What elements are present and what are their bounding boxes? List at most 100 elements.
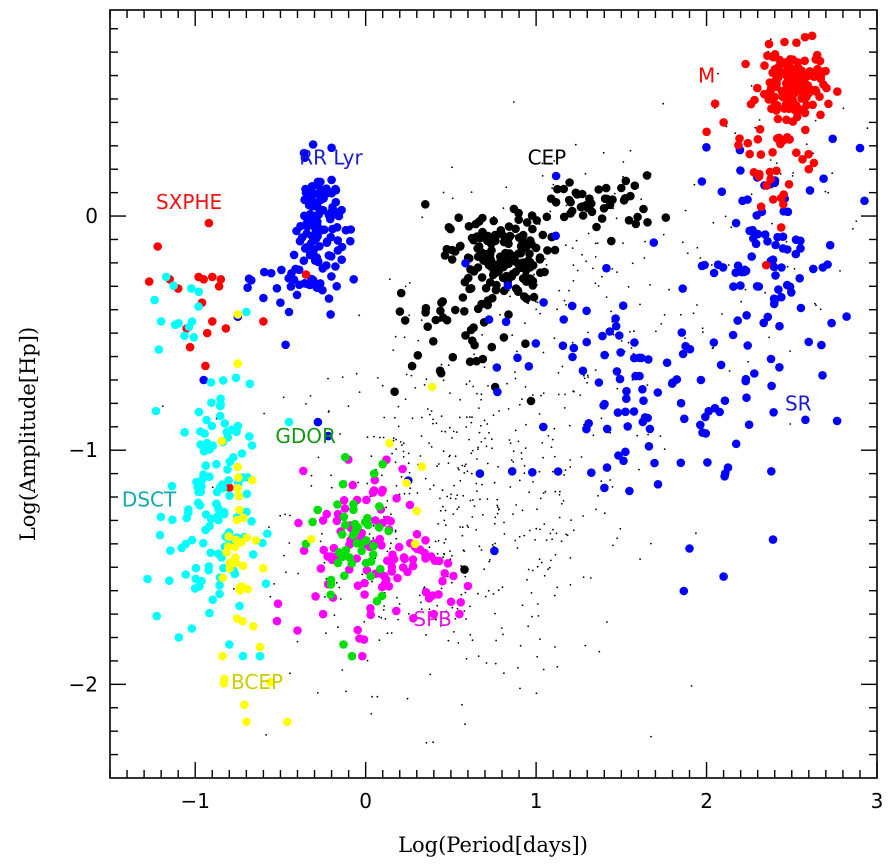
sr-point: [678, 349, 688, 359]
cep-point: [643, 218, 652, 227]
sr-point: [503, 281, 513, 290]
other-point: [408, 492, 411, 495]
m-point: [702, 127, 711, 137]
sr-point: [630, 353, 639, 363]
other-point: [370, 713, 373, 715]
other-point: [509, 295, 511, 298]
other-point: [402, 442, 405, 445]
other-point: [560, 502, 563, 505]
m-point: [773, 114, 783, 124]
rr-lyr-point: [314, 210, 324, 219]
other-point: [547, 434, 550, 437]
other-point: [660, 323, 663, 325]
spb-point: [449, 571, 458, 581]
other-point: [563, 407, 566, 409]
other-point: [764, 291, 766, 294]
bcep-point: [233, 462, 242, 472]
other-point: [592, 267, 594, 270]
sr-point: [718, 263, 728, 272]
other-point: [747, 360, 750, 363]
other-point: [476, 458, 478, 460]
class-label-gdor: GDOR: [275, 424, 336, 448]
other-point: [428, 442, 430, 444]
other-point: [524, 322, 526, 325]
other-point: [536, 301, 539, 304]
sr-point: [501, 317, 511, 327]
dsct-point: [233, 421, 243, 431]
other-point: [569, 466, 572, 468]
bcep-point: [220, 674, 229, 684]
m-point: [772, 79, 781, 88]
sr-point: [766, 354, 776, 364]
m-point: [746, 99, 756, 109]
other-point: [569, 557, 572, 559]
other-point: [447, 364, 450, 366]
sr-point: [827, 318, 836, 328]
sr-point: [619, 456, 628, 466]
dsct-point: [202, 415, 211, 425]
gdor-point: [334, 548, 344, 557]
cep-point: [621, 176, 631, 186]
other-point: [636, 434, 639, 437]
other-point: [430, 446, 433, 448]
other-point: [341, 669, 344, 671]
m-point: [779, 200, 788, 209]
cep-point: [565, 178, 574, 187]
cep-point: [454, 213, 464, 222]
bcep-point: [258, 564, 268, 573]
sr-point: [752, 282, 762, 291]
gdor-point: [340, 452, 350, 462]
dsct-point: [284, 417, 294, 427]
other-point: [531, 615, 533, 618]
other-point: [357, 481, 359, 484]
sr-point: [635, 371, 644, 381]
gdor-point: [341, 545, 351, 555]
other-point: [330, 474, 332, 477]
sr-point: [774, 285, 783, 294]
spb-point: [380, 571, 389, 581]
other-point: [454, 497, 457, 500]
sr-point: [779, 207, 788, 216]
rr-lyr-point: [327, 272, 336, 281]
other-point: [583, 423, 585, 426]
m-point: [824, 99, 833, 109]
other-point: [283, 554, 285, 557]
other-point: [620, 340, 623, 342]
other-point: [459, 526, 461, 528]
other-point: [372, 524, 375, 527]
m-point: [753, 135, 763, 144]
other-point: [571, 247, 574, 250]
sr-point: [698, 428, 707, 437]
other-point: [345, 690, 347, 693]
rr-lyr-point: [302, 220, 312, 230]
other-point: [403, 336, 406, 339]
other-point: [461, 526, 464, 529]
other-point: [769, 38, 772, 40]
spb-point: [383, 556, 392, 565]
other-point: [524, 447, 527, 449]
other-point: [582, 515, 584, 517]
gdor-point: [352, 539, 362, 548]
m-point: [743, 138, 753, 148]
cep-point: [522, 218, 532, 227]
sr-point: [778, 244, 788, 253]
other-point: [594, 242, 597, 245]
other-point: [481, 513, 484, 516]
spb-point: [421, 554, 430, 563]
sr-point: [767, 467, 776, 476]
other-point: [498, 410, 500, 412]
sr-point: [559, 315, 568, 324]
other-point: [512, 461, 515, 463]
cep-point: [438, 297, 448, 306]
other-point: [564, 469, 567, 471]
m-point: [768, 148, 777, 157]
other-point: [502, 207, 505, 210]
other-point: [309, 395, 312, 397]
sr-point: [769, 408, 778, 417]
cep-point: [514, 249, 523, 258]
bcep-point: [234, 473, 243, 482]
other-point: [447, 462, 450, 464]
other-point: [538, 470, 541, 473]
other-point: [556, 308, 559, 311]
dsct-point: [215, 581, 224, 590]
